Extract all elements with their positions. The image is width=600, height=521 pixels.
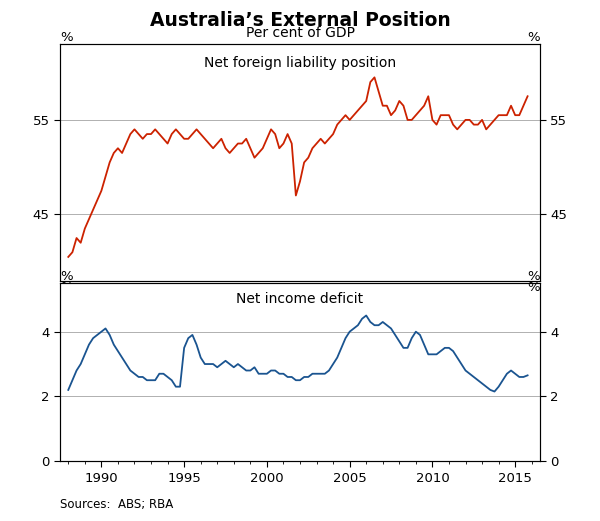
Text: %: % xyxy=(60,280,73,293)
Text: %: % xyxy=(60,31,73,44)
Text: %: % xyxy=(60,270,73,283)
Text: Net income deficit: Net income deficit xyxy=(236,292,364,306)
Text: Per cent of GDP: Per cent of GDP xyxy=(245,26,355,40)
Text: Australia’s External Position: Australia’s External Position xyxy=(149,11,451,30)
Text: %: % xyxy=(527,280,540,293)
Text: Sources:  ABS; RBA: Sources: ABS; RBA xyxy=(60,498,173,511)
Text: Net foreign liability position: Net foreign liability position xyxy=(204,56,396,70)
Text: %: % xyxy=(527,270,540,283)
Text: %: % xyxy=(527,31,540,44)
